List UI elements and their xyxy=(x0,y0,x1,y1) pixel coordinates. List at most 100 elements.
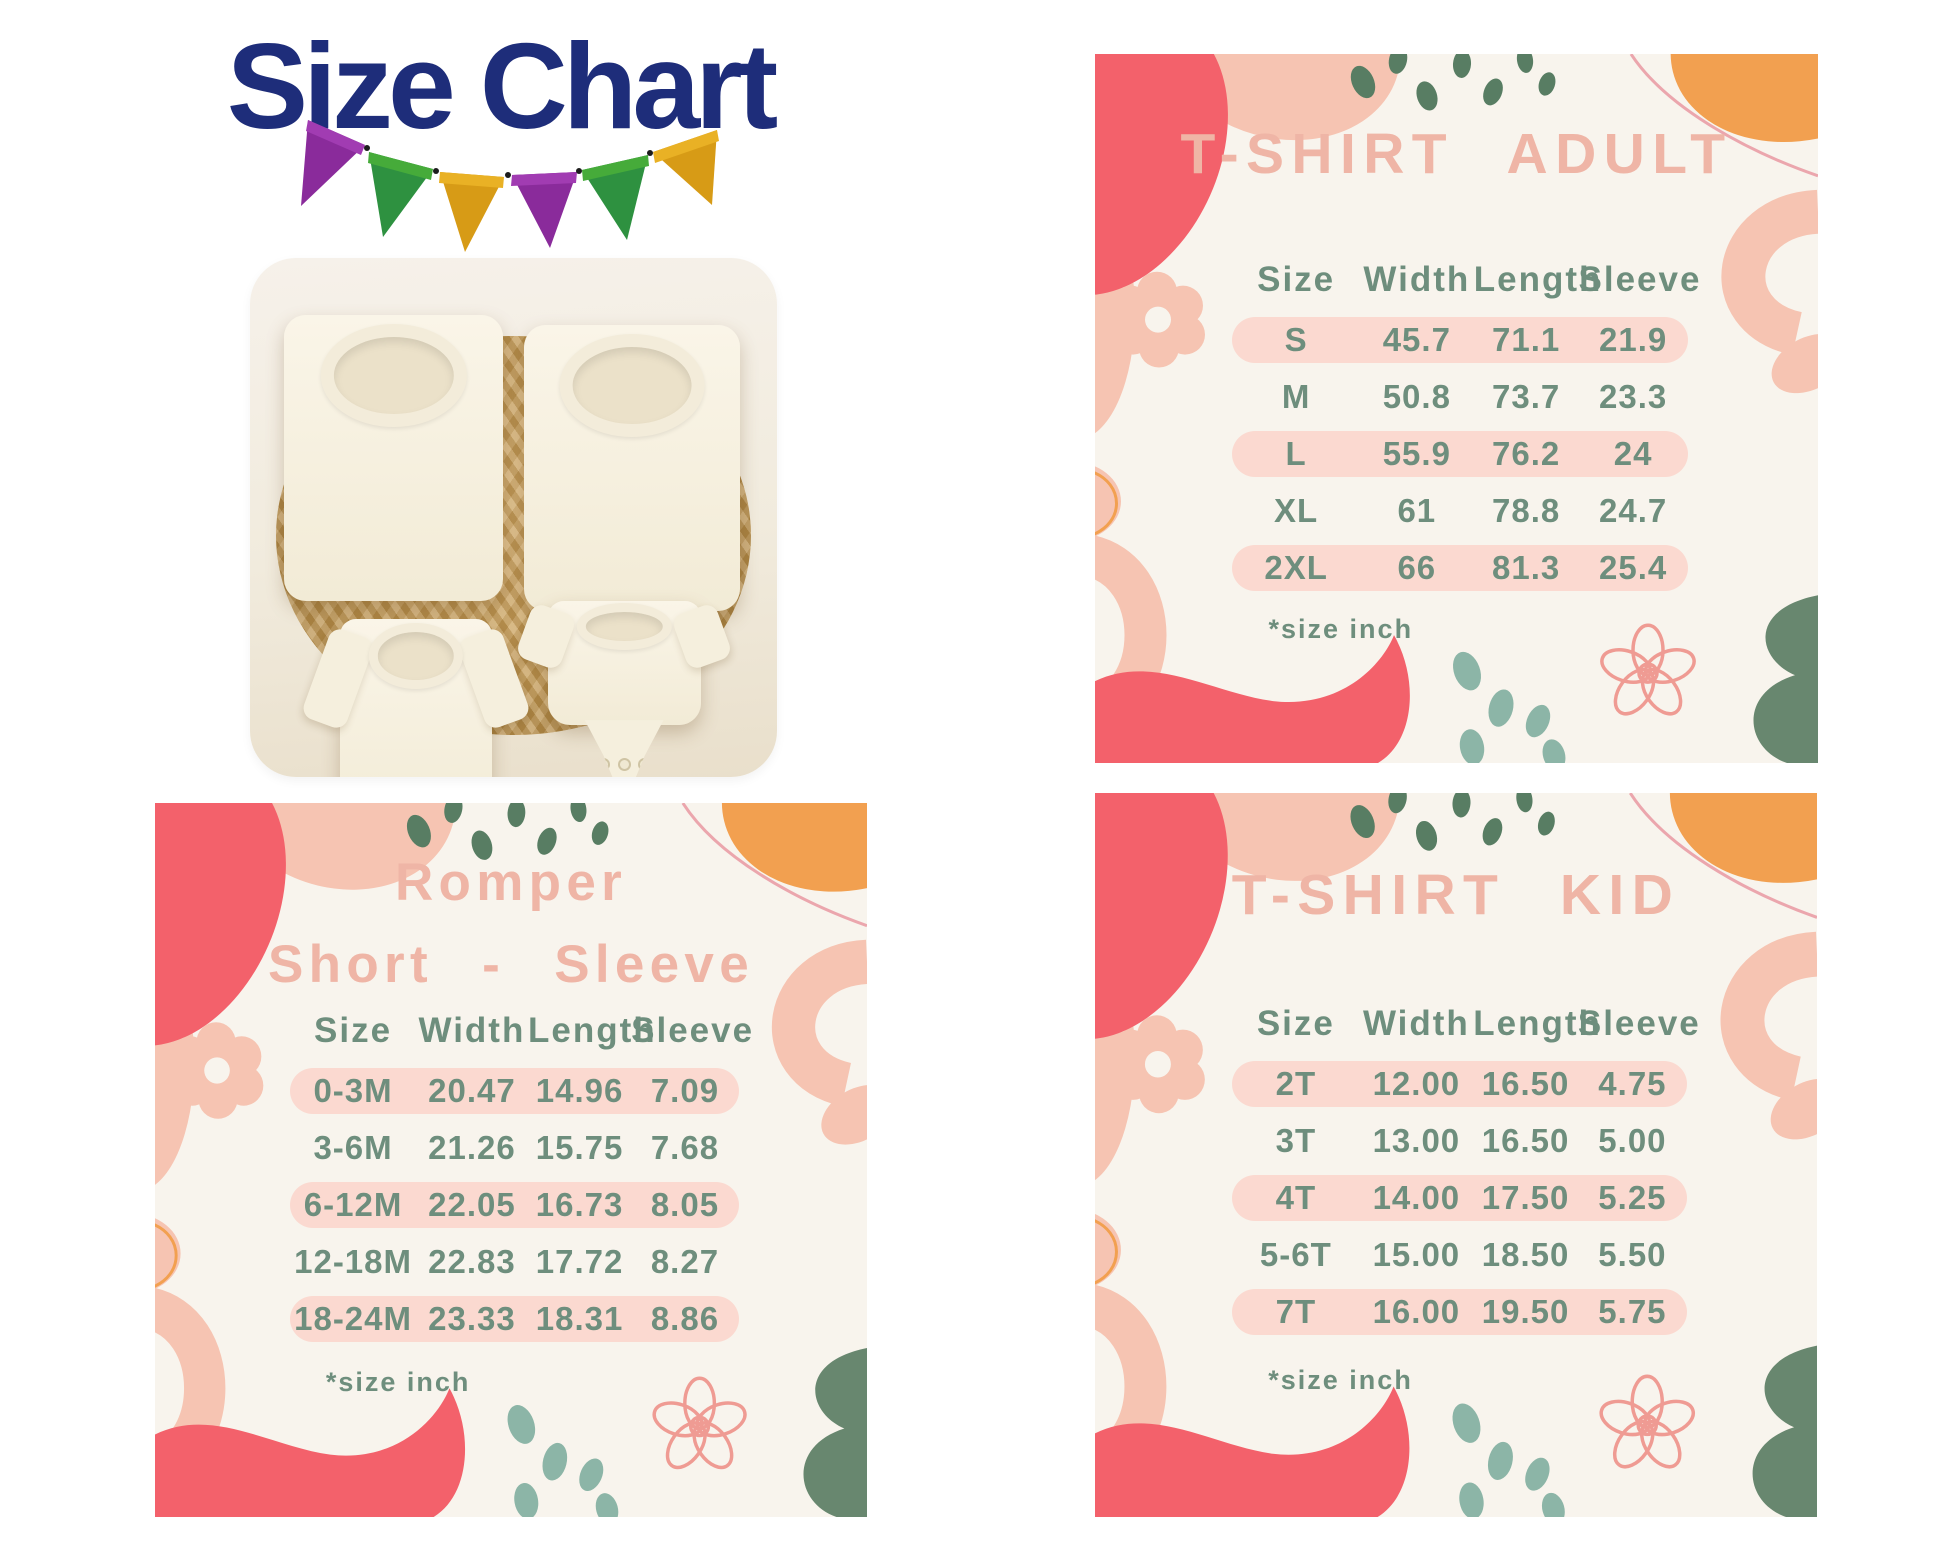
table-cell: 45.7 xyxy=(1382,321,1451,359)
pennant-flag xyxy=(368,152,433,237)
table-cell: 3T xyxy=(1275,1121,1317,1159)
size-table-header: Size Width Length Sleeve xyxy=(290,1009,755,1053)
snap-button-icon xyxy=(617,758,631,772)
panel-title: Romper Short - Sleeve xyxy=(155,842,867,1006)
panel-title: T-SHIRT ADULT xyxy=(1180,122,1733,187)
table-cell: 22.05 xyxy=(428,1185,516,1223)
table-row: 3-6M 21.26 15.75 7.68 xyxy=(290,1125,739,1171)
table-cell: 61 xyxy=(1397,492,1437,530)
column-header: Size xyxy=(1257,260,1336,300)
column-header: Sleeve xyxy=(1577,1003,1701,1043)
table-cell: 2T xyxy=(1275,1064,1317,1102)
folded-adult-tshirt-left xyxy=(284,315,503,601)
pennant-flag xyxy=(301,120,365,206)
table-cell: 12-18M xyxy=(294,1242,412,1280)
column-header: Width xyxy=(1362,1003,1470,1043)
table-cell: 18.50 xyxy=(1481,1235,1570,1273)
table-cell: 5-6T xyxy=(1259,1235,1332,1273)
bunting-string-knots xyxy=(364,145,653,178)
table-cell: 16.73 xyxy=(535,1185,624,1223)
table-cell: 17.50 xyxy=(1481,1178,1570,1216)
panel-title: T-SHIRT KID xyxy=(1231,862,1681,927)
table-cell: 8.86 xyxy=(650,1299,720,1337)
table-cell: 21.26 xyxy=(428,1128,516,1166)
column-header: Width xyxy=(1363,260,1471,300)
table-row: 7T 16.00 19.50 5.75 xyxy=(1232,1288,1688,1335)
table-cell: 4.75 xyxy=(1598,1064,1667,1102)
table-row: 12-18M 22.83 17.72 8.27 xyxy=(290,1239,739,1285)
size-table: Size Width Length Sleeve 0-3M 20.47 14.9… xyxy=(290,1009,755,1353)
table-row: 3T 13.00 16.50 5.00 xyxy=(1232,1118,1687,1164)
table-row: L 55.9 76.2 24 xyxy=(1232,431,1688,478)
bodysuit-crotch-flap xyxy=(584,720,664,777)
panel-decoration xyxy=(1095,54,1818,763)
table-cell: 12.00 xyxy=(1372,1064,1461,1102)
table-cell: 23.33 xyxy=(428,1299,516,1337)
table-cell: XL xyxy=(1274,492,1319,530)
shirt-collar xyxy=(576,603,672,650)
table-cell: 66 xyxy=(1397,549,1437,587)
table-cell: 7.09 xyxy=(650,1071,720,1109)
table-cell: L xyxy=(1285,435,1307,473)
table-cell: 7T xyxy=(1275,1292,1317,1330)
table-row: 4T 14.00 17.50 5.25 xyxy=(1232,1174,1688,1221)
column-header: Length xyxy=(1473,1003,1602,1043)
size-panel-tshirt-kid: T-SHIRT KID Size Width Length Sleeve 2T … xyxy=(1095,793,1817,1517)
table-cell: 8.27 xyxy=(650,1242,720,1280)
table-cell: 4T xyxy=(1275,1178,1317,1216)
table-cell: 25.4 xyxy=(1599,549,1668,587)
snap-button-icon xyxy=(638,758,652,772)
pennant-flag xyxy=(439,172,504,252)
table-cell: 7.68 xyxy=(650,1128,720,1166)
table-cell: 50.8 xyxy=(1382,378,1451,416)
table-cell: 14.00 xyxy=(1372,1178,1461,1216)
size-table: Size Width Length Sleeve 2T 12.00 16.50 … xyxy=(1232,1002,1701,1346)
column-header: Length xyxy=(527,1010,657,1050)
size-panel-tshirt-adult: T-SHIRT ADULT Size Width Length Sleeve S… xyxy=(1095,54,1818,763)
pennant-flag xyxy=(582,155,649,240)
baby-bodysuit xyxy=(514,600,734,777)
bunting-banner-icon xyxy=(301,120,719,252)
table-cell: 24.7 xyxy=(1599,492,1668,530)
table-cell: 71.1 xyxy=(1492,321,1561,359)
table-cell: 18-24M xyxy=(294,1299,412,1337)
pennant-flag xyxy=(653,130,719,205)
size-table-header: Size Width Length Sleeve xyxy=(1232,258,1699,302)
kid-tshirt xyxy=(300,618,532,777)
table-cell: 15.75 xyxy=(535,1128,624,1166)
panel-title-line1: Romper xyxy=(394,853,628,913)
pennant-flag xyxy=(511,172,577,248)
column-header: Size xyxy=(314,1010,393,1050)
table-cell: 22.83 xyxy=(428,1242,516,1280)
snap-button-icon xyxy=(596,758,610,772)
table-row: 2T 12.00 16.50 4.75 xyxy=(1232,1060,1688,1107)
table-cell: 5.75 xyxy=(1598,1292,1667,1330)
table-row: 0-3M 20.47 14.96 7.09 xyxy=(290,1067,739,1114)
table-cell: 16.50 xyxy=(1481,1064,1570,1102)
table-cell: 20.47 xyxy=(428,1071,516,1109)
column-header: Width xyxy=(418,1010,526,1050)
table-cell: 5.50 xyxy=(1598,1235,1667,1273)
table-cell: 8.05 xyxy=(650,1185,720,1223)
size-unit-note: *size inch xyxy=(1268,614,1414,645)
table-cell: 5.00 xyxy=(1598,1121,1667,1159)
table-cell: 19.50 xyxy=(1481,1292,1570,1330)
table-row: 2XL 66 81.3 25.4 xyxy=(1232,545,1688,592)
size-unit-note: *size inch xyxy=(1268,1364,1413,1395)
size-table: Size Width Length Sleeve S 45.7 71.1 21.… xyxy=(1232,258,1699,602)
table-cell: 13.00 xyxy=(1372,1121,1461,1159)
table-cell: 55.9 xyxy=(1382,435,1451,473)
shirt-collar xyxy=(320,323,467,427)
table-row: S 45.7 71.1 21.9 xyxy=(1232,317,1688,364)
table-row: M 50.8 73.7 23.3 xyxy=(1232,374,1687,420)
tshirt-sleeve xyxy=(300,626,376,732)
table-cell: 78.8 xyxy=(1492,492,1561,530)
shirt-collar xyxy=(368,622,464,689)
table-cell: 23.3 xyxy=(1599,378,1668,416)
size-panel-romper: Romper Short - Sleeve Size Width Length … xyxy=(155,803,867,1517)
folded-adult-tshirt-right xyxy=(524,325,741,611)
table-cell: 0-3M xyxy=(313,1071,393,1109)
table-row: XL 61 78.8 24.7 xyxy=(1232,488,1687,534)
column-header: Sleeve xyxy=(631,1010,755,1050)
